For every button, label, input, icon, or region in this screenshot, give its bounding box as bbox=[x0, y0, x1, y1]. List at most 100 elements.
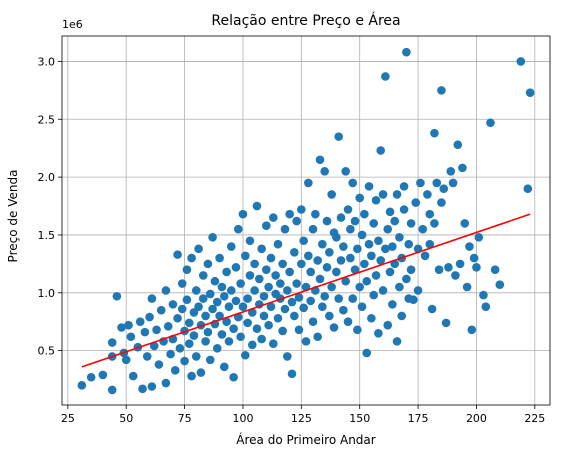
x-tick-label: 25 bbox=[61, 412, 75, 425]
scatter-point bbox=[178, 279, 187, 288]
scatter-point bbox=[479, 291, 488, 300]
scatter-point bbox=[346, 225, 355, 234]
scatter-point bbox=[309, 225, 318, 234]
scatter-point bbox=[407, 265, 416, 274]
scatter-point bbox=[495, 280, 504, 289]
scatter-point bbox=[299, 304, 308, 313]
scatter-point bbox=[243, 319, 252, 328]
scatter-point bbox=[397, 312, 406, 321]
x-tick-label: 100 bbox=[232, 412, 253, 425]
scatter-point bbox=[162, 286, 171, 295]
scatter-point bbox=[243, 294, 252, 303]
scatter-point bbox=[213, 344, 222, 353]
scatter-point bbox=[365, 240, 374, 249]
scatter-points bbox=[78, 48, 535, 394]
scatter-point bbox=[278, 327, 287, 336]
scatter-point bbox=[143, 352, 152, 361]
scatter-point bbox=[460, 219, 469, 228]
scatter-point bbox=[423, 190, 432, 199]
scatter-point bbox=[383, 225, 392, 234]
scatter-point bbox=[463, 283, 472, 292]
scatter-point bbox=[444, 263, 453, 272]
scatter-point bbox=[295, 326, 304, 335]
scatter-point bbox=[171, 366, 180, 375]
chart-title: Relação entre Preço e Área bbox=[211, 12, 400, 29]
x-axis-ticks: 25 50 75 100 125 150 175 200 225 bbox=[61, 405, 545, 425]
y-axis-ticks: 0.51.01.52.02.53.0 bbox=[38, 55, 63, 357]
scatter-point bbox=[318, 302, 327, 311]
scatter-point bbox=[481, 302, 490, 311]
scatter-point bbox=[281, 225, 290, 234]
scatter-point bbox=[491, 265, 500, 274]
scatter-point bbox=[206, 290, 215, 299]
scatter-point bbox=[362, 277, 371, 286]
scatter-point bbox=[127, 332, 136, 341]
scatter-point bbox=[297, 205, 306, 214]
scatter-point bbox=[183, 265, 192, 274]
scatter-point bbox=[157, 306, 166, 315]
x-tick-label: 200 bbox=[466, 412, 487, 425]
scatter-point bbox=[257, 335, 266, 344]
scatter-point bbox=[369, 291, 378, 300]
scatter-point bbox=[264, 321, 273, 330]
scatter-point bbox=[108, 338, 117, 347]
x-tick-label: 50 bbox=[119, 412, 133, 425]
scatter-point bbox=[253, 324, 262, 333]
scatter-point bbox=[169, 300, 178, 309]
scatter-point bbox=[386, 208, 395, 217]
scatter-point bbox=[402, 48, 411, 57]
scatter-point bbox=[283, 352, 292, 361]
scatter-point bbox=[442, 319, 451, 328]
scatter-point bbox=[330, 323, 339, 332]
scatter-point bbox=[358, 231, 367, 240]
scatter-point bbox=[344, 205, 353, 214]
scatter-point bbox=[185, 319, 194, 328]
scatter-point bbox=[190, 331, 199, 340]
scatter-point bbox=[386, 268, 395, 277]
scatter-point bbox=[241, 351, 250, 360]
scatter-point bbox=[351, 217, 360, 226]
y-tick-label: 1.0 bbox=[38, 287, 56, 300]
scatter-point bbox=[432, 179, 441, 188]
scatter-point bbox=[446, 167, 455, 176]
scatter-point bbox=[292, 217, 301, 226]
scatter-point bbox=[320, 167, 329, 176]
scatter-point bbox=[267, 254, 276, 263]
scatter-point bbox=[155, 360, 164, 369]
scatter-point bbox=[176, 344, 185, 353]
scatter-point bbox=[407, 219, 416, 228]
scatter-point bbox=[281, 305, 290, 314]
scatter-point bbox=[276, 279, 285, 288]
scatter-point bbox=[470, 254, 479, 263]
scatter-point bbox=[313, 332, 322, 341]
scatter-point bbox=[211, 277, 220, 286]
scatter-point bbox=[425, 210, 434, 219]
scatter-point bbox=[108, 386, 117, 395]
scatter-point bbox=[166, 350, 175, 359]
scatter-point bbox=[201, 337, 210, 346]
scatter-point bbox=[222, 268, 231, 277]
scatter-point bbox=[348, 179, 357, 188]
scatter-point bbox=[255, 275, 264, 284]
scatter-point bbox=[467, 326, 476, 335]
scatter-point bbox=[78, 381, 87, 390]
scatter-point bbox=[192, 352, 201, 361]
scatter-point bbox=[381, 72, 390, 81]
y-tick-label: 1.5 bbox=[38, 229, 56, 242]
scatter-point bbox=[262, 265, 271, 274]
y-tick-label: 3.0 bbox=[38, 55, 56, 68]
scatter-point bbox=[404, 240, 413, 249]
scatter-point bbox=[411, 198, 420, 207]
scatter-point bbox=[173, 250, 182, 259]
scatter-point bbox=[304, 179, 313, 188]
scatter-point bbox=[430, 129, 439, 138]
scatter-point bbox=[162, 379, 171, 388]
scatter-point bbox=[346, 254, 355, 263]
scatter-point bbox=[194, 245, 203, 254]
scatter-point bbox=[332, 268, 341, 277]
scatter-point bbox=[274, 240, 283, 249]
scatter-point bbox=[185, 339, 194, 348]
x-axis-label: Área do Primeiro Andar bbox=[236, 432, 376, 447]
scatter-point bbox=[524, 184, 533, 193]
scatter-point bbox=[164, 322, 173, 331]
